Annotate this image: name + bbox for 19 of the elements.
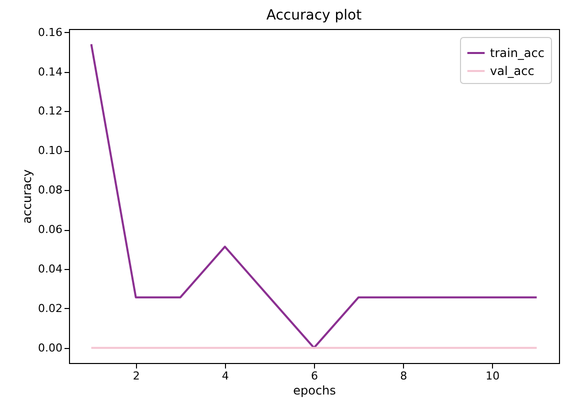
x-tick-label: 10: [486, 370, 500, 382]
x-tick-label: 8: [400, 370, 408, 382]
y-tick-label: 0.10: [38, 144, 62, 158]
legend-label: val_acc: [490, 64, 534, 78]
y-tick-label: 0.06: [38, 223, 62, 236]
y-tick-label: 0.14: [38, 65, 62, 78]
y-tick-label: 0.08: [38, 184, 62, 197]
y-tick-label: 0.04: [38, 262, 62, 276]
chart-title: Accuracy plot: [266, 7, 362, 24]
x-axis-title: epochs: [293, 384, 336, 398]
x-tick-label: 2: [132, 370, 140, 382]
y-tick-label: 0.00: [38, 341, 62, 354]
y-tick-label: 0.12: [38, 104, 62, 118]
x-tick-label: 6: [311, 370, 318, 382]
legend-label: train_acc: [490, 46, 544, 60]
y-axis-title: accuracy: [20, 169, 34, 224]
x-tick-label: 4: [222, 370, 229, 382]
y-tick-label: 0.16: [38, 26, 62, 39]
y-tick-label: 0.02: [38, 302, 62, 315]
